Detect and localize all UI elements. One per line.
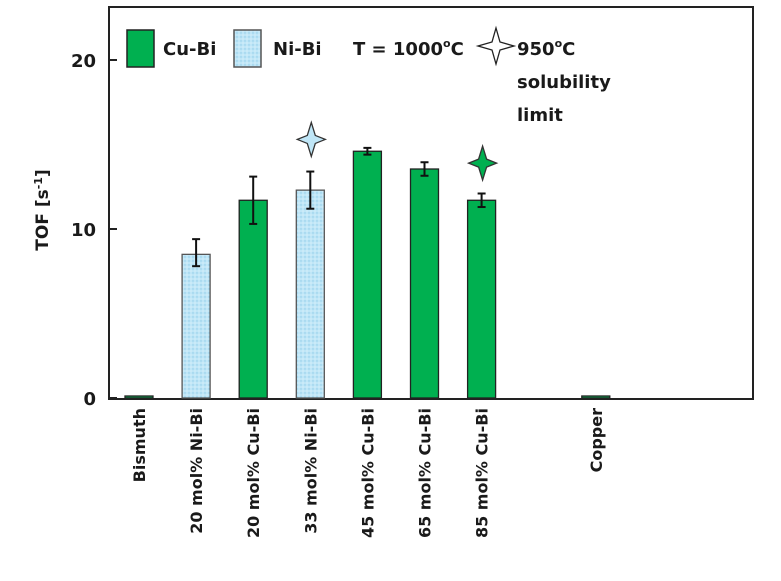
bar-3 — [295, 189, 325, 399]
legend: Cu-Bi Ni-Bi T = 1000oC 950oC solubility … — [126, 25, 611, 126]
x-tick-label: Copper — [587, 408, 606, 472]
bar-2 — [238, 199, 268, 399]
legend-swatch-cu-bi — [126, 29, 155, 68]
x-tick-label: 20 mol% Cu-Bi — [244, 408, 263, 538]
legend-star-icon — [475, 25, 517, 67]
error-bar-4 — [363, 146, 372, 156]
error-bar-6 — [477, 192, 486, 209]
y-tick-label: 20 — [71, 51, 96, 72]
y-tick-label: 0 — [83, 389, 96, 410]
legend-star-label-line2: solubility — [517, 72, 611, 93]
error-bar-3 — [306, 170, 315, 210]
legend-temperature: T = 1000oC — [353, 37, 464, 60]
solubility-star-icon-1 — [466, 143, 499, 183]
bar-5 — [409, 168, 440, 399]
error-bar-5 — [420, 161, 429, 177]
legend-star-label-line1: 950oC — [517, 37, 575, 60]
legend-label-ni-bi: Ni-Bi — [273, 39, 322, 60]
error-bar-2 — [249, 175, 258, 225]
bar-1 — [181, 253, 211, 399]
legend-swatch-ni-bi — [233, 29, 262, 68]
y-axis-label: TOF [s-1] — [32, 169, 53, 250]
x-tick-label: 45 mol% Cu-Bi — [358, 408, 377, 538]
plot-frame — [108, 6, 754, 400]
x-tick-label: 33 mol% Ni-Bi — [301, 408, 320, 534]
x-tick-label: 65 mol% Cu-Bi — [416, 408, 435, 538]
legend-label-cu-bi: Cu-Bi — [163, 39, 216, 60]
bar-4 — [352, 150, 383, 399]
bar-6 — [466, 199, 497, 399]
bar-0 — [124, 395, 154, 399]
x-tick-label: 20 mol% Ni-Bi — [187, 408, 206, 534]
error-bar-1 — [192, 238, 201, 268]
legend-star-label-line3: limit — [517, 105, 563, 126]
bar-8 — [581, 395, 611, 399]
y-tick-label: 10 — [71, 220, 96, 241]
x-tick-label: 85 mol% Cu-Bi — [473, 408, 492, 538]
solubility-star-icon-0 — [295, 120, 328, 159]
x-tick-label: Bismuth — [130, 408, 149, 482]
